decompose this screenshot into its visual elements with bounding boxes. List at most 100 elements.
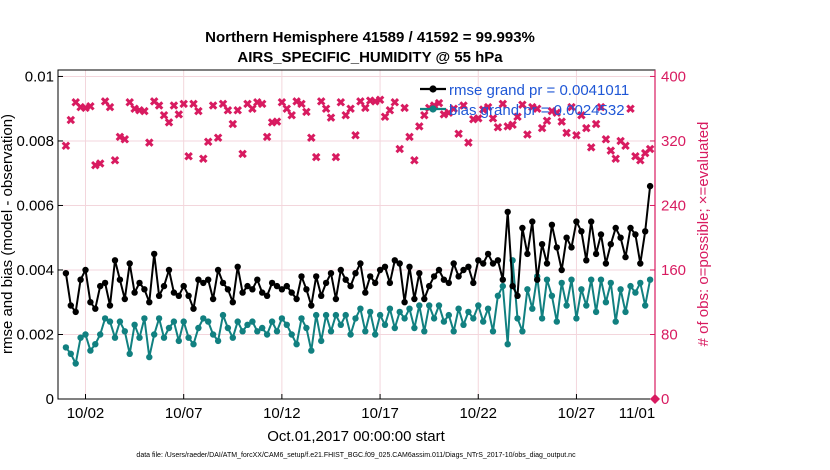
rmse-point: [543, 260, 551, 267]
bias-point: [303, 324, 310, 332]
rmse-point: [494, 257, 502, 264]
bias-point: [426, 302, 433, 309]
bias-point: [627, 282, 634, 290]
obs-count-point: [95, 159, 105, 168]
rmse-point: [318, 292, 325, 299]
obs-count-point: [316, 97, 326, 106]
bias-point: [391, 324, 398, 332]
rmse-point: [195, 276, 202, 283]
bias-point: [347, 331, 354, 338]
obs-count-point: [488, 114, 498, 123]
rmse-point: [273, 282, 281, 290]
y2-tick-label: 80: [661, 326, 678, 343]
rmse-point: [92, 305, 99, 312]
bias-point: [116, 318, 124, 325]
obs-count-point: [503, 122, 512, 131]
obs-count-point: [518, 100, 527, 109]
obs-count-point: [361, 103, 370, 113]
bias-point: [101, 315, 109, 322]
bias-point: [475, 302, 482, 309]
obs-count-point: [213, 133, 223, 142]
obs-count-point: [194, 106, 203, 116]
bias-point: [602, 299, 610, 306]
rmse-point: [126, 260, 133, 267]
obs-count-point: [307, 133, 316, 142]
bias-point: [494, 292, 502, 299]
obs-count-point: [493, 123, 503, 132]
rmse-point: [381, 263, 389, 270]
rmse-point: [214, 266, 222, 274]
obs-count-point: [420, 110, 429, 120]
bias-point: [612, 318, 619, 325]
obs-count-point: [130, 104, 139, 113]
y-axis-label: rmse and bias (model - observation): [0, 114, 16, 354]
rmse-point: [72, 308, 79, 316]
bias-point: [499, 282, 506, 290]
rmse-point: [234, 263, 241, 270]
bias-point: [214, 337, 222, 345]
rmse-point: [602, 260, 610, 267]
y2-tick-label: 400: [661, 68, 686, 85]
bias-point: [430, 315, 438, 322]
obs-count-point: [478, 105, 488, 114]
bias-point: [381, 321, 389, 328]
rmse-point: [597, 231, 605, 238]
bias-point: [376, 311, 384, 319]
rmse-point: [185, 292, 192, 299]
chart-title: Northern Hemisphere 41589 / 41592 = 99.9…: [205, 29, 535, 46]
x-tick-label: 10/22: [459, 405, 497, 422]
rmse-point: [573, 218, 580, 225]
obs-count-point: [326, 113, 336, 122]
obs-count-point: [184, 152, 193, 161]
obs-count-point: [282, 104, 292, 113]
obs-count-point: [577, 110, 586, 120]
obs-count-point: [582, 123, 591, 133]
y-tick-label: 0.01: [25, 68, 54, 85]
obs-count-point: [105, 102, 115, 112]
bias-point: [121, 328, 128, 335]
obs-count-point: [208, 101, 218, 110]
obs-count-point: [474, 114, 483, 123]
x-axis-label: Oct.01,2017 00:00:00 start: [267, 428, 445, 445]
rmse-point: [116, 276, 124, 283]
rmse-point: [646, 182, 654, 190]
bias-point: [529, 305, 536, 312]
obs-count-point: [203, 137, 213, 147]
rmse-point: [568, 244, 575, 251]
rmse-point: [450, 260, 457, 267]
bias-point: [396, 308, 403, 316]
obs-count-point: [189, 99, 198, 109]
bias-point: [278, 315, 286, 322]
rmse-point: [136, 279, 143, 287]
rmse-point: [612, 224, 619, 232]
bias-point: [646, 276, 654, 283]
y2-tick-label: 160: [661, 262, 686, 279]
y-tick-label: 0.006: [16, 197, 54, 214]
data-file-footer: data file: /Users/raeder/DAI/ATM_forcXX/…: [136, 452, 576, 459]
rmse-point: [514, 292, 521, 299]
rmse-point: [553, 244, 560, 251]
obs-count-point: [272, 117, 282, 126]
obs-count-point: [81, 103, 90, 113]
obs-count-point: [523, 130, 532, 139]
bias-point: [273, 328, 281, 335]
bias-point: [327, 328, 335, 335]
obs-count-point: [297, 99, 306, 109]
bias-point: [642, 302, 649, 309]
obs-count-point: [380, 112, 390, 122]
bias-point: [480, 318, 487, 325]
rmse-point: [131, 289, 138, 296]
obs-count-point: [248, 104, 257, 113]
obs-count-point: [336, 98, 346, 107]
obs-count-point: [557, 117, 566, 126]
bias-point: [151, 331, 158, 338]
rmse-point: [622, 253, 629, 261]
obs-count-point: [611, 154, 620, 163]
obs-count-point: [292, 97, 301, 106]
rmse-point: [386, 279, 394, 287]
obs-count-point: [532, 104, 542, 113]
rmse-point: [406, 263, 413, 270]
obs-count-point: [586, 143, 596, 152]
y-tick-label: 0.004: [16, 262, 54, 279]
y-axis-right: 0 80 160 240 320 400: [650, 68, 686, 408]
